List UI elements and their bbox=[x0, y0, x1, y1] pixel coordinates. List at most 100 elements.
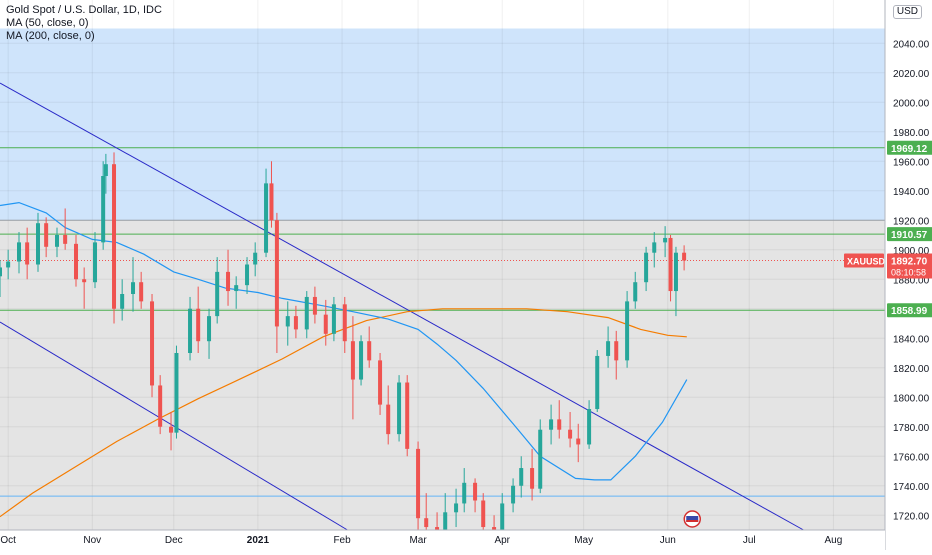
candle-body bbox=[103, 164, 108, 176]
candle-19 bbox=[169, 412, 174, 451]
price-tick-5: 1940.00 bbox=[893, 187, 930, 198]
candle-body bbox=[274, 220, 279, 327]
candle-12 bbox=[103, 153, 108, 194]
candle-body bbox=[557, 419, 562, 430]
candle-8 bbox=[74, 235, 79, 287]
level-1910-tag: 1910.57 bbox=[891, 230, 928, 241]
candle-69 bbox=[633, 271, 638, 309]
time-label-0: Oct bbox=[0, 535, 16, 546]
candle-body bbox=[342, 304, 347, 342]
candle-16 bbox=[139, 271, 144, 309]
background-zones bbox=[0, 28, 885, 530]
candle-74 bbox=[673, 246, 678, 317]
moving-averages bbox=[0, 201, 688, 518]
candle-body bbox=[386, 404, 391, 435]
candle-36 bbox=[323, 299, 328, 346]
candle-body bbox=[652, 242, 657, 253]
candle-60 bbox=[549, 404, 554, 445]
candle-66 bbox=[606, 326, 611, 368]
trendlines[interactable] bbox=[0, 82, 804, 531]
level-1858-tag-bg bbox=[887, 303, 932, 318]
event-icon[interactable] bbox=[683, 510, 702, 528]
candle-body bbox=[131, 282, 136, 294]
currency-button[interactable]: USD bbox=[892, 5, 922, 19]
candle-body bbox=[120, 294, 125, 309]
candle-body bbox=[350, 341, 355, 380]
candle-67 bbox=[614, 330, 619, 380]
ma200-line bbox=[0, 308, 687, 518]
candle-body bbox=[25, 242, 30, 265]
candle-6 bbox=[55, 227, 60, 258]
level-1858-tag: 1858.99 bbox=[891, 306, 928, 317]
candle-24 bbox=[215, 257, 220, 324]
candle-body bbox=[196, 308, 201, 342]
candle-22 bbox=[196, 286, 201, 353]
candle-body bbox=[245, 264, 250, 286]
candle-9 bbox=[82, 267, 87, 309]
candle-body bbox=[405, 382, 410, 449]
candle-body bbox=[174, 353, 179, 433]
candle-body bbox=[682, 252, 687, 261]
horizontal-levels[interactable] bbox=[0, 147, 885, 497]
countdown-tag: 08:10:58 bbox=[891, 268, 926, 278]
candle-body bbox=[285, 316, 290, 327]
candle-43 bbox=[386, 385, 391, 445]
candle-31 bbox=[274, 212, 279, 353]
candle-body bbox=[6, 261, 11, 268]
candle-35 bbox=[312, 286, 317, 324]
candle-17 bbox=[150, 294, 155, 398]
candle-body bbox=[264, 183, 269, 253]
candle-23 bbox=[207, 308, 212, 359]
candle-body bbox=[207, 316, 212, 342]
candle-body bbox=[595, 355, 600, 410]
symbol-tag: XAUUSD bbox=[847, 257, 886, 267]
candle-body bbox=[614, 341, 619, 361]
candle-37 bbox=[331, 296, 336, 342]
candle-body bbox=[215, 271, 220, 317]
time-label-6: Apr bbox=[494, 535, 510, 546]
candle-body bbox=[331, 304, 336, 334]
candle-body bbox=[359, 341, 364, 380]
candle-body bbox=[293, 316, 298, 330]
candle-38 bbox=[342, 296, 347, 353]
candle-0 bbox=[0, 260, 2, 297]
price-tick-1: 2020.00 bbox=[893, 69, 930, 80]
time-axis[interactable]: Oct Nov Dec 2021 Feb Mar Apr May Jun Jul Aug bbox=[0, 529, 885, 550]
candle-13 bbox=[112, 152, 117, 324]
candle-body bbox=[473, 482, 478, 501]
candle-27 bbox=[245, 257, 250, 294]
candles bbox=[0, 152, 687, 555]
candle-7 bbox=[63, 208, 68, 250]
candle-50 bbox=[454, 488, 459, 528]
price-tick-12: 1800.00 bbox=[893, 393, 930, 404]
candle-5 bbox=[44, 217, 49, 258]
time-label-4: Feb bbox=[333, 535, 351, 546]
candle-73 bbox=[668, 235, 673, 302]
chart-legend: Gold Spot / U.S. Dollar, 1D, IDC MA (50,… bbox=[6, 4, 162, 43]
trendline-1 bbox=[0, 321, 348, 531]
candle-21 bbox=[188, 296, 193, 361]
candle-62 bbox=[568, 412, 573, 448]
candle-57 bbox=[519, 456, 524, 498]
candle-11 bbox=[101, 161, 106, 250]
candle-72 bbox=[663, 226, 668, 258]
candle-body bbox=[538, 429, 543, 489]
candle-15 bbox=[131, 257, 136, 312]
candle-body bbox=[606, 341, 611, 356]
candle-body bbox=[500, 503, 505, 555]
time-axis-bg bbox=[0, 530, 885, 550]
candle-body bbox=[323, 314, 328, 334]
candle-body bbox=[644, 252, 649, 283]
candle-20 bbox=[174, 345, 179, 439]
candle-42 bbox=[378, 353, 383, 415]
candle-4 bbox=[36, 212, 41, 272]
candle-body bbox=[112, 164, 117, 309]
price-tick-7: 1900.00 bbox=[893, 246, 930, 257]
candle-26 bbox=[234, 276, 239, 309]
time-label-9: Jul bbox=[743, 535, 756, 546]
candle-body bbox=[462, 482, 467, 504]
last-price-tag: 1892.70 bbox=[891, 257, 928, 268]
candle-body bbox=[576, 438, 581, 445]
